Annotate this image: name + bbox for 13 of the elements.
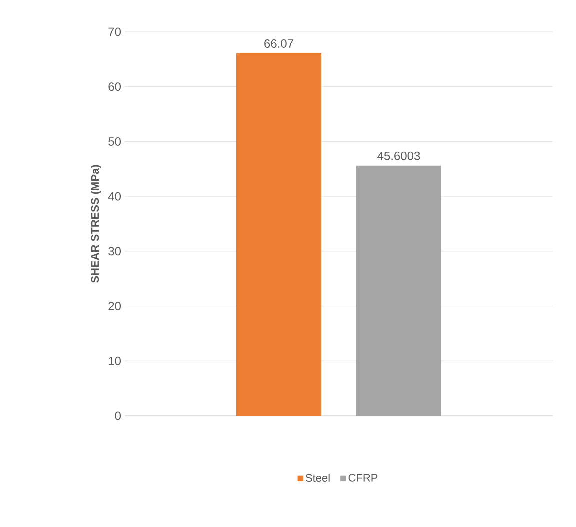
y-tick-label: 30 — [108, 247, 122, 256]
data-label: 45.6003 — [378, 152, 420, 160]
y-tick-label: 50 — [108, 137, 122, 146]
y-tick-label: 60 — [108, 82, 122, 92]
data-label: 66.07 — [264, 40, 294, 48]
legend-label: CFRP — [348, 474, 378, 482]
y-tick-label: 40 — [108, 192, 122, 201]
y-axis-title: SHEAR STRESS (MPa) — [91, 165, 102, 283]
y-tick-label: 20 — [108, 302, 122, 311]
y-tick-label: 70 — [108, 28, 122, 36]
y-tick-label: 10 — [109, 356, 122, 366]
legend-label: Steel — [306, 474, 330, 482]
y-tick-label: 0 — [115, 412, 122, 420]
